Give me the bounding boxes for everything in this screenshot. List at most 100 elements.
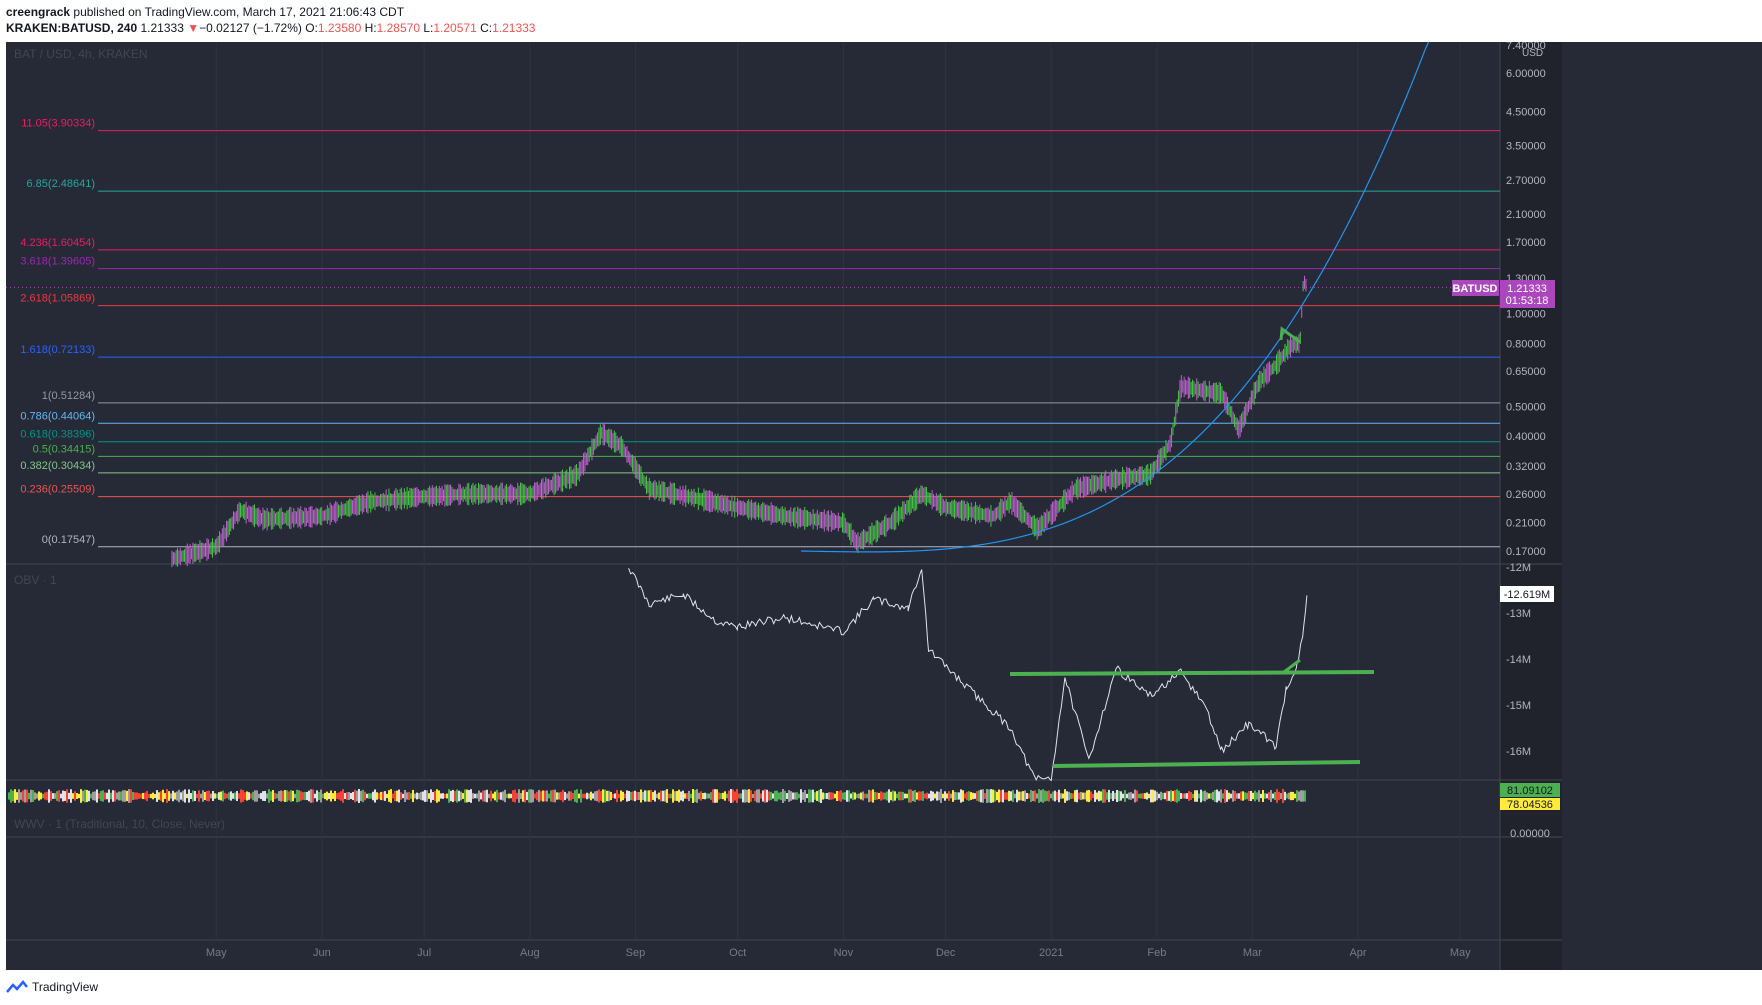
wwv-bar [68,792,70,800]
wwv-bar [1298,791,1300,801]
wwv-bar [488,793,490,799]
wwv-bar [108,789,110,803]
author-name[interactable]: creengrack [6,5,71,19]
wwv-bar [218,792,220,800]
wwv-bar [612,793,614,799]
open-value: 1.23580 [317,21,362,35]
wwv-bar [546,790,548,802]
price-tick-label: 0.40000 [1506,431,1546,443]
wwv-bar [1228,792,1230,800]
wwv-bar [226,793,228,799]
wwv-bar [1050,793,1052,799]
wwv-bar [940,789,942,803]
wwv-bar [328,792,330,800]
obv-last-value: -12.619M [1504,589,1550,601]
wwv-bar [706,793,708,799]
wwv-bar [518,789,520,803]
price-axis-ticks: 7.40000 6.00000 4.50000 3.50000 2.70000 2.100… [1506,42,1546,558]
wwv-bar [812,789,814,803]
wwv-bar [452,789,454,803]
wwv-bar [894,791,896,801]
wwv-bar [450,790,452,802]
wwv-bar [446,793,448,799]
obv-tick-label: -14M [1506,654,1531,666]
wwv-bar [824,793,826,799]
wwv-bar [368,793,370,799]
price-tick-label: 4.50000 [1506,107,1546,119]
wwv-bar [540,791,542,801]
wwv-bar [1304,790,1306,802]
wwv-bar [1004,792,1006,800]
wwv-bar [750,790,752,802]
wwv-bar [358,789,360,803]
obv-resistance-line[interactable] [1009,670,1375,676]
wwv-bar [150,793,152,799]
wwv-bar [1098,790,1100,802]
wwv-bar [294,793,296,799]
wwv-bar [1202,791,1204,801]
obv-support-line[interactable] [1052,760,1361,768]
wwv-bar [778,792,780,800]
wwv-bar [1124,790,1126,802]
price-tick-label: 1.70000 [1506,237,1546,249]
wwv-bar [182,790,184,802]
time-tick-label: Jul [417,947,431,959]
fib-levels: 0(0.17547) 0.236(0.25509) 0.382(0.30434) 0.… [6,118,1500,548]
wwv-bar [658,792,660,800]
wwv-bar [902,791,904,801]
wwv-bar [810,789,812,803]
wwv-bar [1034,790,1036,802]
wwv-bar [858,793,860,799]
price-tick-label: 0.50000 [1506,401,1546,413]
wwv-bar [538,789,540,803]
wwv-bar [426,790,428,802]
wwv-bar [1278,791,1280,801]
wwv-bar [36,793,38,799]
wwv-bar [418,793,420,799]
wwv-bar [1160,791,1162,801]
wwv-bar [1300,790,1302,802]
wwv-bar [938,791,940,801]
wwv-bar [708,793,710,799]
wwv-bar [70,789,72,803]
obv-breakout-mark[interactable] [1283,658,1301,674]
wwv-bar [1002,789,1004,803]
wwv-bar [1128,792,1130,800]
wwv-bar [318,791,320,801]
wwv-bar [524,789,526,803]
wwv-bar [10,789,12,803]
wwv-bar [94,791,96,801]
wwv-bar [442,793,444,799]
wwv-bar [560,791,562,801]
chart-canvas[interactable]: 0(0.17547) 0.236(0.25509) 0.382(0.30434) 0.… [6,42,1762,970]
wedge-drawing[interactable] [1279,326,1301,344]
wwv-bar [990,789,992,803]
wwv-bar [952,790,954,802]
wwv-bar [1092,793,1094,799]
wwv-bar [274,792,276,800]
wwv-bar [1068,791,1070,801]
parabolic-curve[interactable] [800,42,1436,553]
brand-name[interactable]: TradingView [32,980,99,994]
wwv-bar [1132,793,1134,799]
wwv-bar [276,793,278,799]
wwv-bar [998,789,1000,803]
wwv-bar [430,789,432,803]
wwv-bar [958,792,960,800]
wwv-bar [296,789,298,803]
wwv-bar [550,790,552,802]
wwv-bar [712,789,714,803]
wwv-bar [1176,789,1178,803]
wwv-bar [970,792,972,800]
wwv-bar [982,789,984,803]
wwv-bar [138,793,140,799]
wwv-bar [24,789,26,803]
wwv-bar [492,793,494,799]
wwv-bar [1214,790,1216,802]
wwv-bar [914,789,916,803]
wwv-bar [286,790,288,802]
wwv-bar [88,790,90,802]
wwv-bar [192,790,194,802]
wwv-bar [356,790,358,802]
wwv-bar [506,793,508,799]
